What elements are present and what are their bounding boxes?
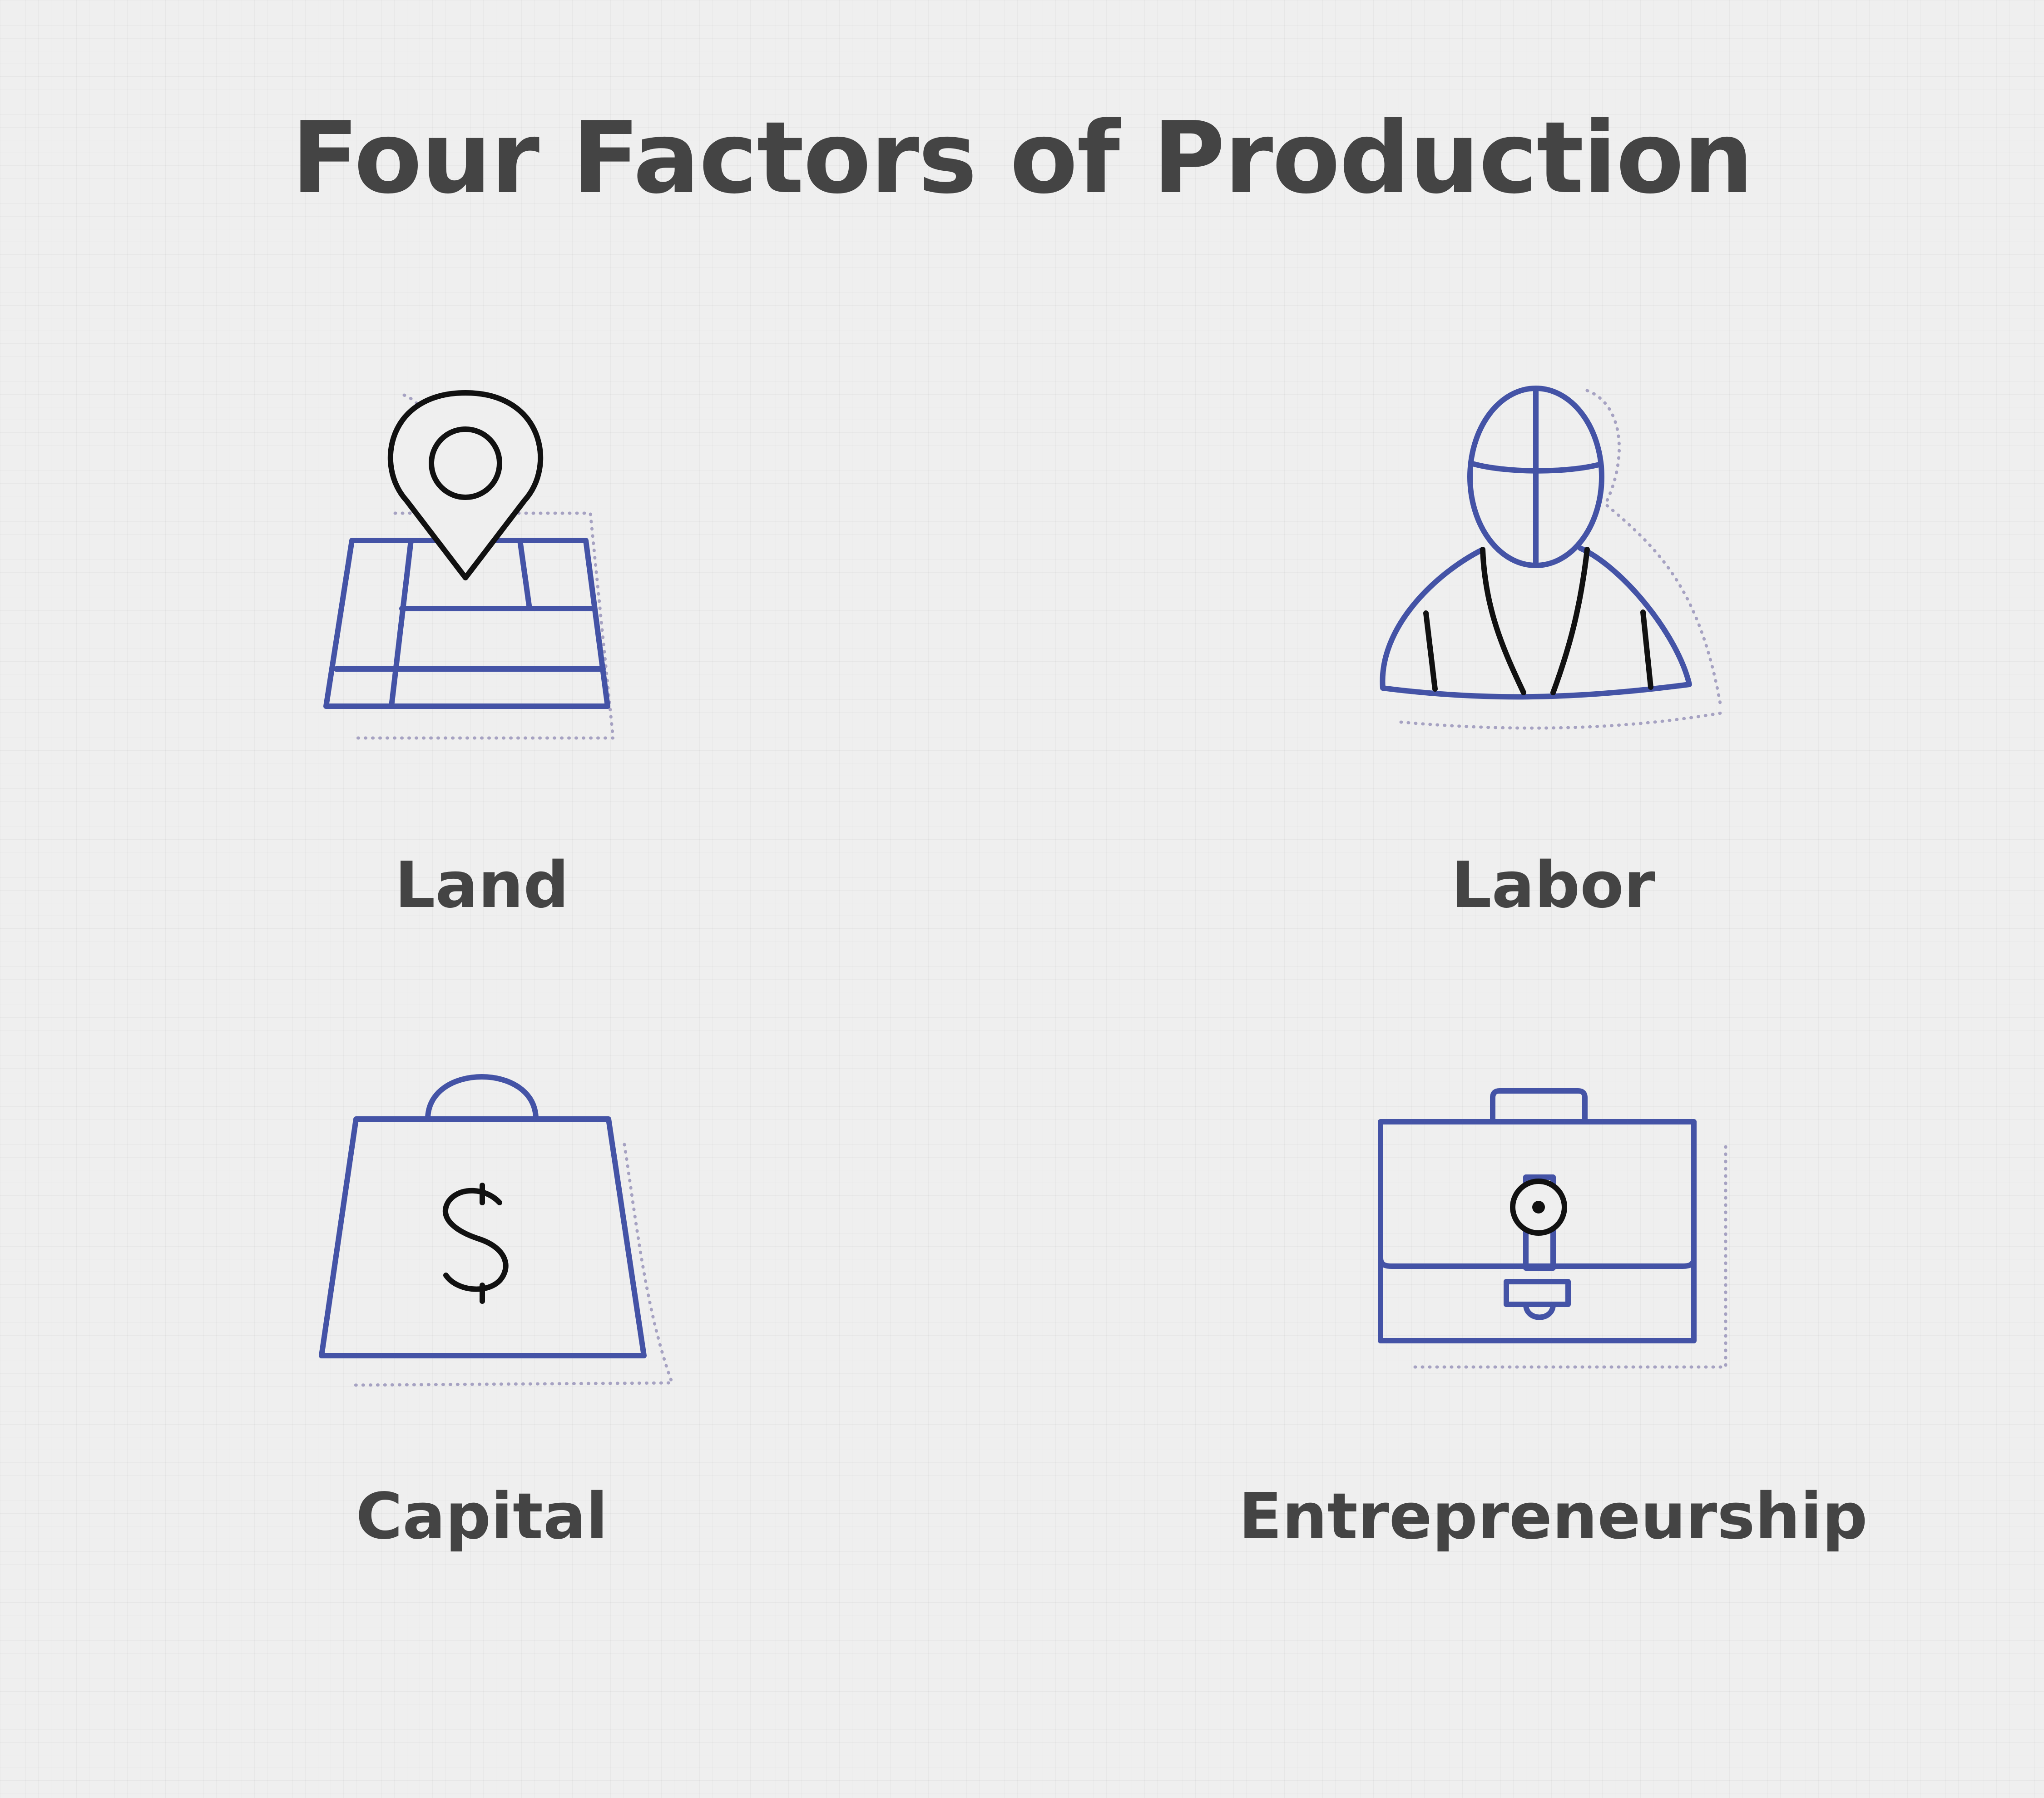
worker-icon [1333, 354, 1742, 763]
factor-label-capital: Capital [356, 1480, 608, 1554]
icon-dotted-shadow [1408, 1145, 1727, 1369]
factor-label-labor: Labor [1451, 848, 1655, 922]
map-pin-icon [277, 354, 686, 763]
factor-label-land: Land [395, 848, 569, 922]
money-bag-icon [277, 1035, 686, 1444]
briefcase-icon [1333, 1035, 1742, 1444]
icon-dotted-shadow [348, 1143, 674, 1387]
icon-dotted-shadow [1399, 389, 1723, 730]
page-title: Four Factors of Production [291, 101, 1754, 216]
factor-label-entrepreneurship: Entrepreneurship [1238, 1480, 1868, 1554]
